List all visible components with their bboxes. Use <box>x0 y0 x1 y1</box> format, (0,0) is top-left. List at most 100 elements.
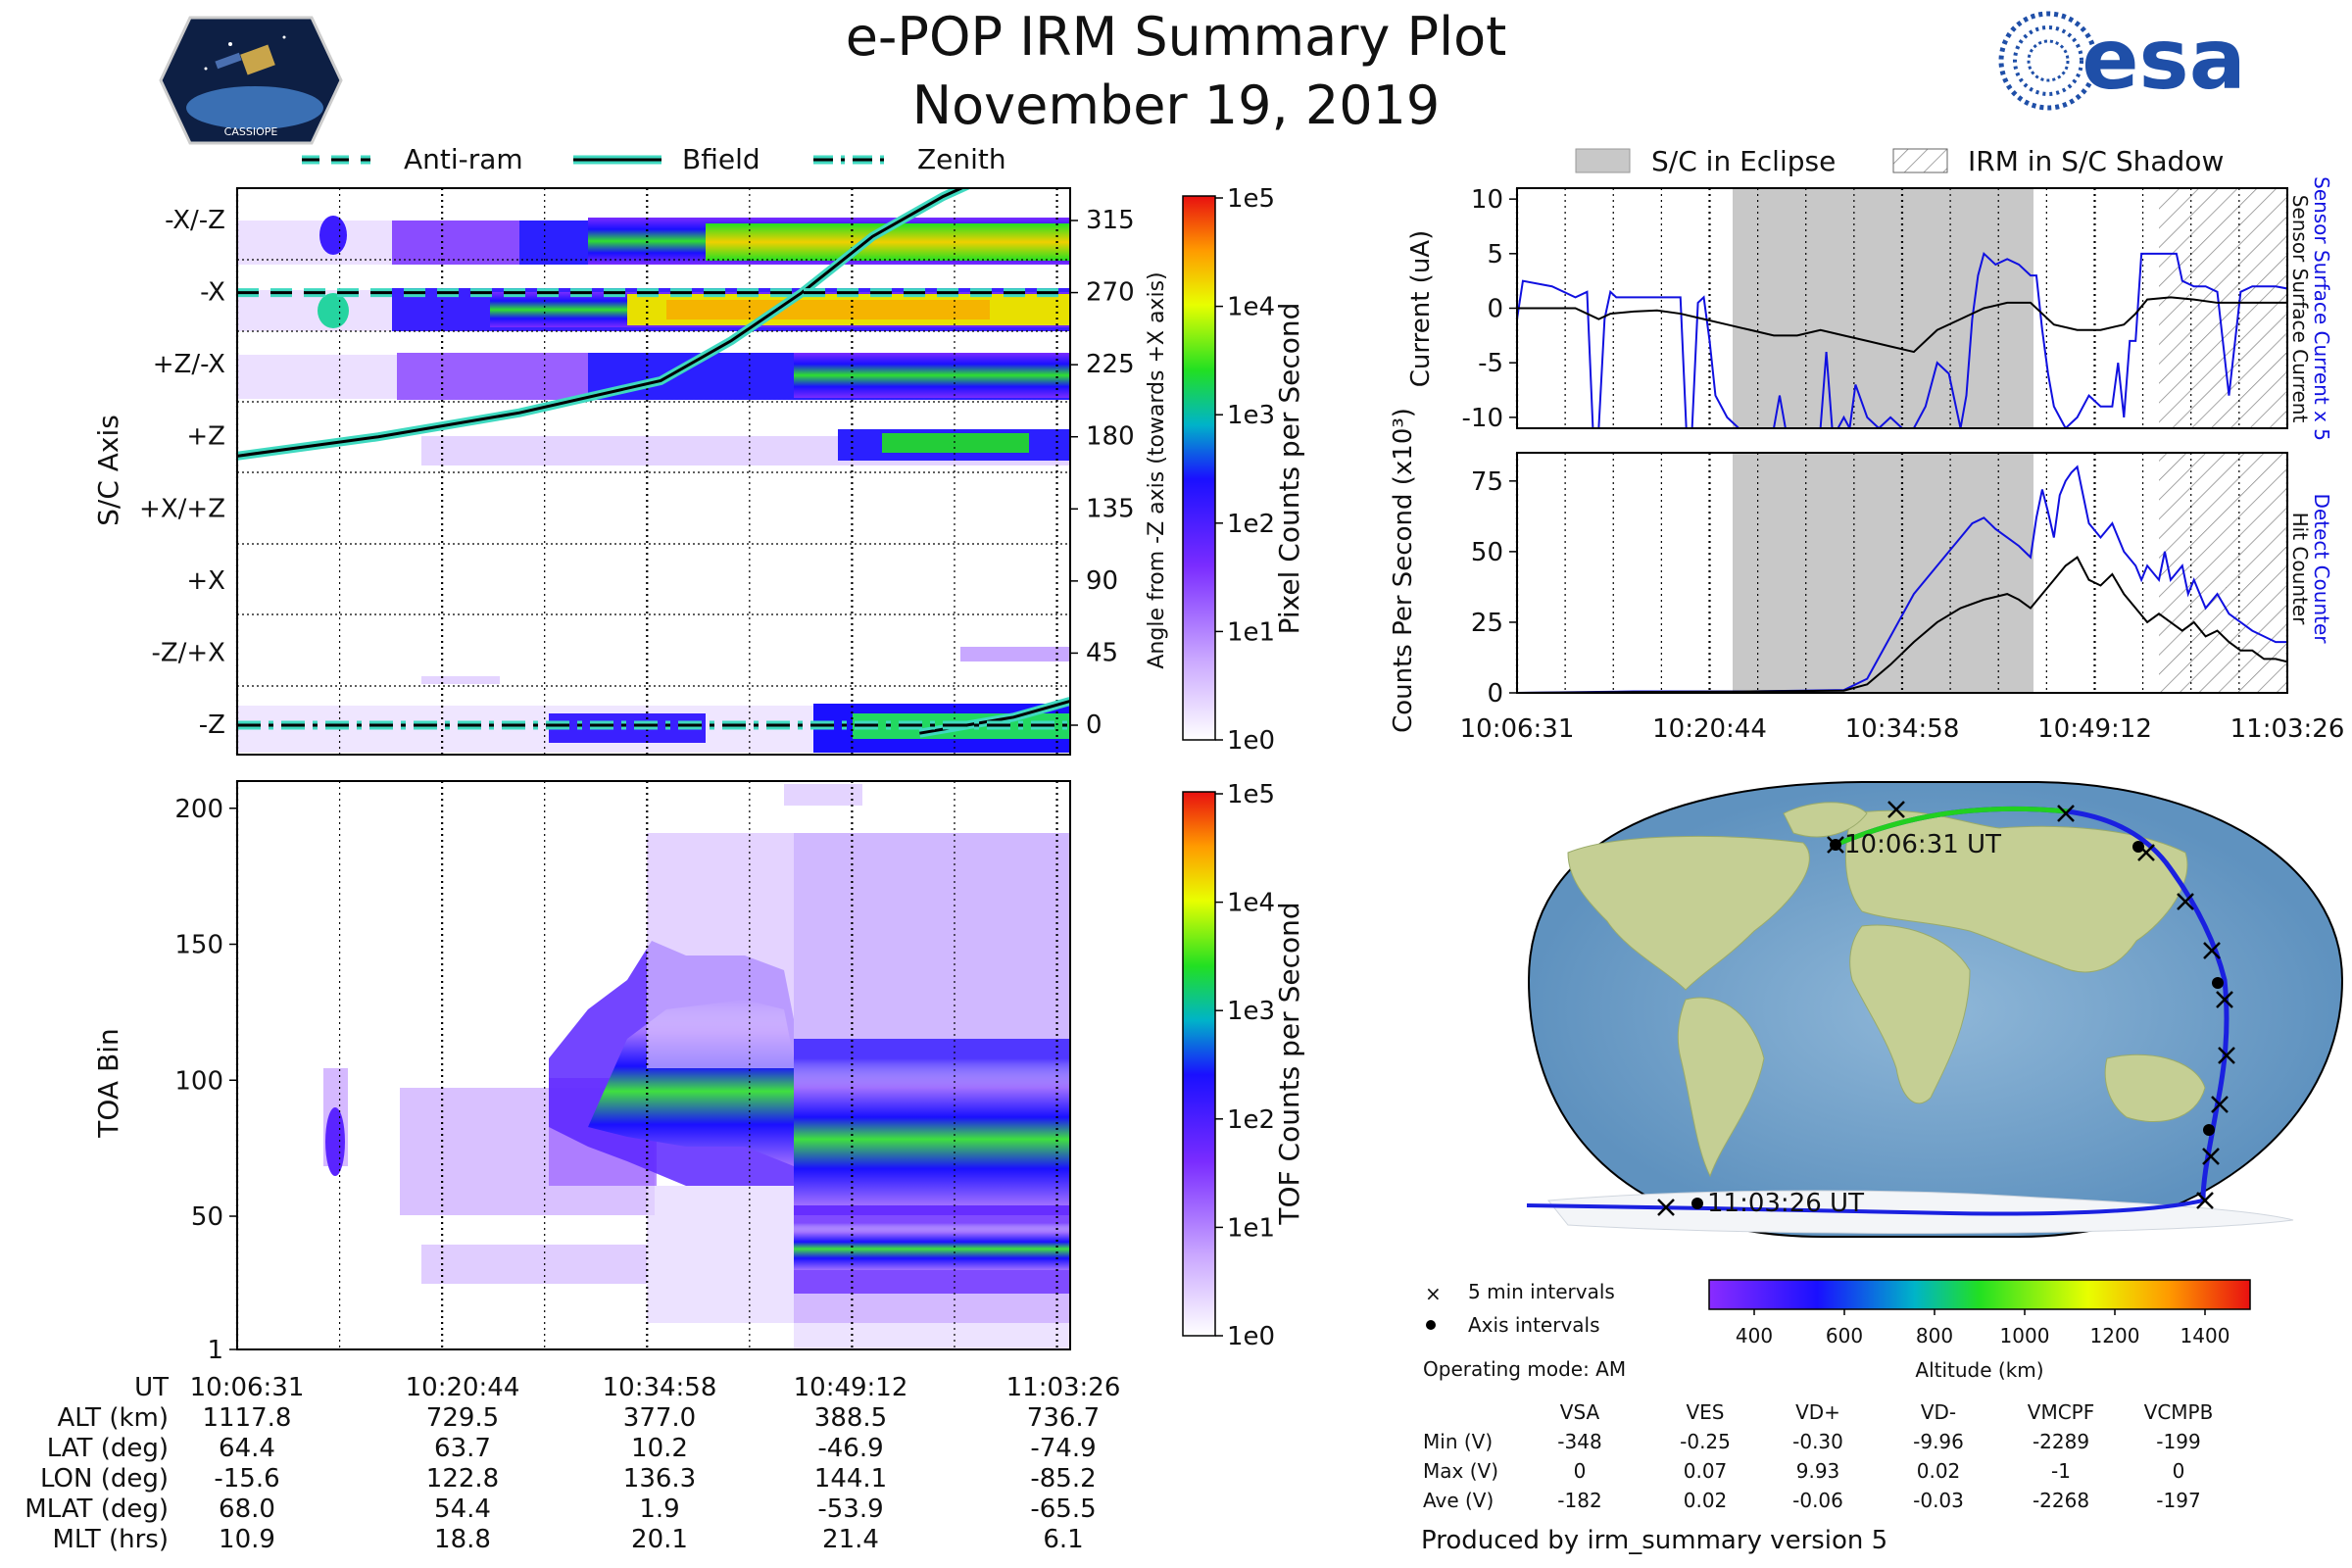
colorbar-tick-label: 1e2 <box>1227 1105 1275 1135</box>
orbit-table-cell: 10:20:44 <box>406 1373 520 1402</box>
orbit-5min-marker <box>2177 893 2194 910</box>
esa-logo: esa <box>1998 11 2246 111</box>
legend-zenith: Zenith <box>917 143 1006 175</box>
orbit-table-cell: -85.2 <box>1030 1464 1096 1494</box>
toa-ytick-label: 100 <box>174 1066 223 1096</box>
orbit-table-cell: 10.9 <box>219 1525 275 1554</box>
angle-axis-label: +X <box>186 566 225 596</box>
altitude-colorbar-label: Altitude (km) <box>1915 1358 2043 1382</box>
orbit-table-cell: 1.9 <box>639 1494 679 1524</box>
angle-axis-label: -X/-Z <box>165 206 225 235</box>
orbit-map: 10:06:31 UT 11:03:26 UT <box>1526 781 2344 1238</box>
orbit-table-cell: 10.2 <box>631 1434 688 1463</box>
altitude-tick-label: 1000 <box>2000 1324 2050 1348</box>
toa-panel: 200 150 100 50 1 TOA Bin <box>92 780 1071 1365</box>
orbit-table-cell: 20.1 <box>631 1525 688 1554</box>
toa-ytick-label: 150 <box>174 931 223 960</box>
orbit-table-cell: 10:06:31 <box>190 1373 305 1402</box>
ytick-label: 50 <box>1471 538 1503 567</box>
angle-right-tick: 225 <box>1086 350 1135 379</box>
angle-right-tick: 270 <box>1086 278 1135 308</box>
current-panel: 10 5 0 -5 -10 Current (uA) Sensor Surface Cu… <box>1406 176 2333 441</box>
angle-panel-ylabel: S/C Axis <box>92 415 124 526</box>
colorbar-tick-label: 1e4 <box>1227 889 1275 918</box>
tof-colorbar-label: TOF Counts per Second <box>1273 902 1305 1225</box>
time-axis-label: 11:03:26 <box>2230 714 2345 744</box>
voltage-table-cell: -9.96 <box>1913 1430 1964 1453</box>
colorbar-tick-label: 1e0 <box>1227 726 1275 756</box>
colorbar-tick-label: 1e5 <box>1227 184 1275 214</box>
orbit-table-cell: 136.3 <box>623 1464 696 1494</box>
orbit-table-cell: 63.7 <box>434 1434 491 1463</box>
map-legend: × 5 min intervals Axis intervals <box>1425 1280 1615 1337</box>
colorbar-tick-label: 1e3 <box>1227 401 1275 430</box>
angle-axis-label: +X/+Z <box>139 494 225 523</box>
colorbar-tick-label: 1e1 <box>1227 617 1275 647</box>
ytick-label: 0 <box>1487 295 1503 324</box>
voltage-table-cell: -348 <box>1557 1430 1601 1453</box>
orbit-table-cell: 122.8 <box>426 1464 499 1494</box>
orbit-table-row-label: MLT (hrs) <box>53 1525 170 1554</box>
esa-logo-text: esa <box>2082 11 2246 109</box>
tof-colorbar: 1e5 1e4 1e3 1e2 1e1 1e0 TOF Counts per Second <box>1182 780 1305 1351</box>
orbit-start-dot <box>1830 839 1841 851</box>
angle-panel-background <box>237 188 1070 755</box>
voltage-table-cell: -197 <box>2156 1489 2200 1512</box>
orbit-table-row-label: MLAT (deg) <box>24 1494 169 1524</box>
legend-axis-label: Axis intervals <box>1468 1313 1600 1337</box>
ytick-label: 75 <box>1471 467 1503 497</box>
orbit-table-cell: 144.1 <box>814 1464 887 1494</box>
voltage-table: VSA VES VD+ VD- VMCPF VCMPB Min (V) -348 -0.25 -0… <box>1423 1400 2213 1512</box>
orbit-table-cell: 10:34:58 <box>603 1373 717 1402</box>
orbit-end-dot <box>1691 1198 1703 1209</box>
voltage-table-cell: -0.25 <box>1680 1430 1731 1453</box>
orbit-table-cell: -46.9 <box>817 1434 883 1463</box>
voltage-table-cell: -2289 <box>2033 1430 2089 1453</box>
orbit-table-row-label: LON (deg) <box>40 1464 169 1494</box>
ytick-label: 25 <box>1471 609 1503 638</box>
angle-right-tick: 135 <box>1086 494 1135 523</box>
angle-right-tick: 45 <box>1086 638 1118 667</box>
orbit-table-cell: -65.5 <box>1030 1494 1096 1524</box>
counts-panel-right-label-2: Hit Counter <box>2288 513 2312 625</box>
voltage-table-cell: 0.07 <box>1684 1459 1728 1483</box>
cassiope-logo: CASSIOPE <box>159 16 343 145</box>
orbit-5min-marker <box>1887 801 1905 818</box>
colorbar-tick-label: 1e0 <box>1227 1322 1275 1351</box>
voltage-table-cell: 9.93 <box>1796 1459 1840 1483</box>
legend-anti-ram: Anti-ram <box>404 143 523 175</box>
orbit-table-cell: 64.4 <box>219 1434 275 1463</box>
orbit-table-cell: -74.9 <box>1030 1434 1096 1463</box>
orbit-5min-marker <box>2203 942 2221 959</box>
legend-shadow: IRM in S/C Shadow <box>1968 145 2224 177</box>
toa-ytick-label: 50 <box>191 1202 223 1232</box>
colorbar-tick-label: 1e2 <box>1227 510 1275 539</box>
series-line <box>1517 251 2287 428</box>
voltage-table-row-label: Max (V) <box>1423 1459 1498 1483</box>
voltage-table-header: VCMPB <box>2144 1400 2214 1424</box>
orbit-axis-marker <box>2212 977 2224 989</box>
orbit-5min-marker <box>1657 1199 1675 1216</box>
time-axis-label: 10:34:58 <box>1845 714 1960 744</box>
orbit-5min-marker <box>2196 1192 2214 1209</box>
altitude-tick-label: 1200 <box>2090 1324 2140 1348</box>
toa-panel-frame <box>236 780 1071 1350</box>
angle-right-tick: 180 <box>1086 422 1135 452</box>
orbit-table-cell: 54.4 <box>434 1494 491 1524</box>
pixel-colorbar: 1e5 1e4 1e3 1e2 1e1 1e0 Pixel Counts per Seco… <box>1182 184 1305 756</box>
angle-axis-label: +Z/-X <box>153 350 225 379</box>
series-line <box>1517 296 2287 354</box>
page-title: e-POP IRM Summary Plot <box>846 6 1507 68</box>
orbit-track-high-altitude <box>1835 806 2069 848</box>
orbit-table-cell: 1117.8 <box>203 1403 292 1433</box>
ytick-label: -5 <box>1478 349 1503 378</box>
pixel-colorbar-label: Pixel Counts per Second <box>1273 303 1305 635</box>
orbit-axis-marker <box>2203 1124 2215 1136</box>
top-legend: Anti-ram Bfield Zenith <box>302 143 1006 175</box>
legend-5min-label: 5 min intervals <box>1468 1280 1615 1303</box>
angle-panel: -X/-Z -X +Z/-X +Z +X/+Z +X -Z/+X -Z 315 270 225 18… <box>92 187 1169 756</box>
shadow-hatch-current <box>2159 188 2287 428</box>
produced-by: Produced by irm_summary version 5 <box>1421 1526 1887 1555</box>
colorbar-tick-label: 1e3 <box>1227 997 1275 1026</box>
